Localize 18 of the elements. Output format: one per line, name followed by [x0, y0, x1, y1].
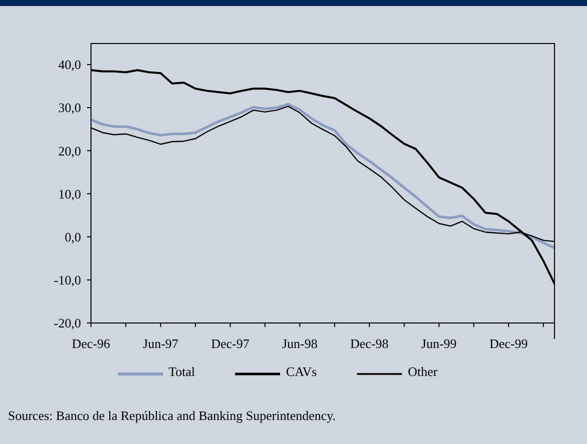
y-tick-label: 0,0	[64, 229, 81, 244]
x-tick-label: Dec-98	[350, 336, 389, 352]
x-tick-label: Dec-97	[211, 336, 250, 352]
x-tick-label: Dec-99	[489, 336, 528, 352]
legend-label: Other	[408, 364, 438, 380]
y-tick-label: 40,0	[58, 57, 81, 72]
y-tick-label: 30,0	[58, 100, 81, 116]
y-tick-label: -10,0	[54, 272, 81, 288]
y-tick-label: -20,0	[54, 316, 81, 331]
legend-label: Total	[168, 364, 196, 380]
y-tick-label: 20,0	[58, 143, 81, 158]
y-tick-label: 10,0	[58, 186, 81, 202]
x-tick-label: Dec-96	[72, 336, 111, 352]
x-tick-label: Jun-99	[421, 336, 457, 352]
legend-label: CAVs	[286, 364, 317, 380]
x-tick-label: Jun-97	[142, 336, 179, 352]
x-tick-label: Jun-98	[282, 336, 318, 352]
source-note: Sources: Banco de la República and Banking Superintendency.	[8, 408, 336, 424]
